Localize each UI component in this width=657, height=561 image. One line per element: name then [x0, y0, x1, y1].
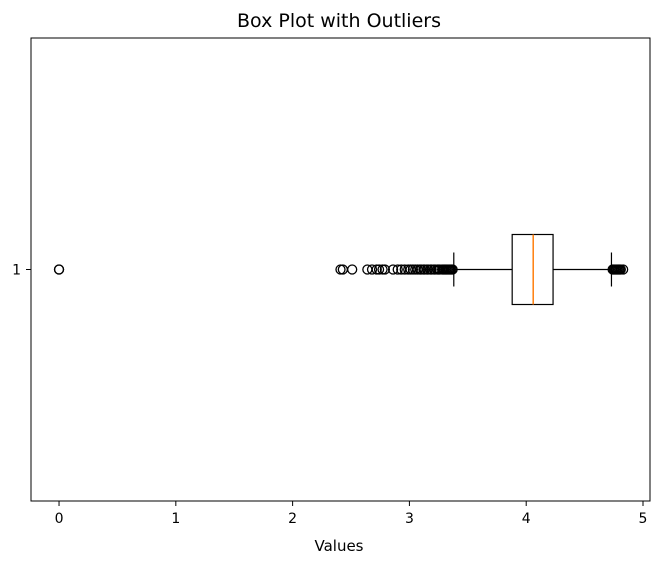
outlier-point	[399, 264, 410, 275]
x-tick-label: 2	[288, 511, 297, 527]
outlier-point	[617, 264, 629, 275]
plot-layer: 0 1 2 3 4 5 1	[12, 233, 648, 527]
outlier-point	[347, 264, 358, 275]
chart-title: Box Plot with Outliers	[237, 10, 441, 32]
outlier-point	[387, 264, 399, 275]
x-tick-label: 1	[171, 511, 180, 527]
x-axis-label: Values	[314, 537, 363, 555]
outlier-point	[366, 264, 378, 275]
outlier-point	[392, 264, 403, 275]
outlier-point	[447, 264, 458, 275]
outlier-point	[379, 264, 391, 275]
plot-area-frame	[30, 37, 651, 502]
outlier-point	[373, 264, 385, 275]
x-tick-label: 5	[639, 511, 648, 527]
outlier-point	[53, 264, 65, 275]
x-tick-label: 4	[522, 511, 531, 527]
x-tick-label: 3	[405, 511, 414, 527]
y-tick-label: 1	[12, 263, 21, 279]
x-tick-label: 0	[55, 511, 64, 527]
